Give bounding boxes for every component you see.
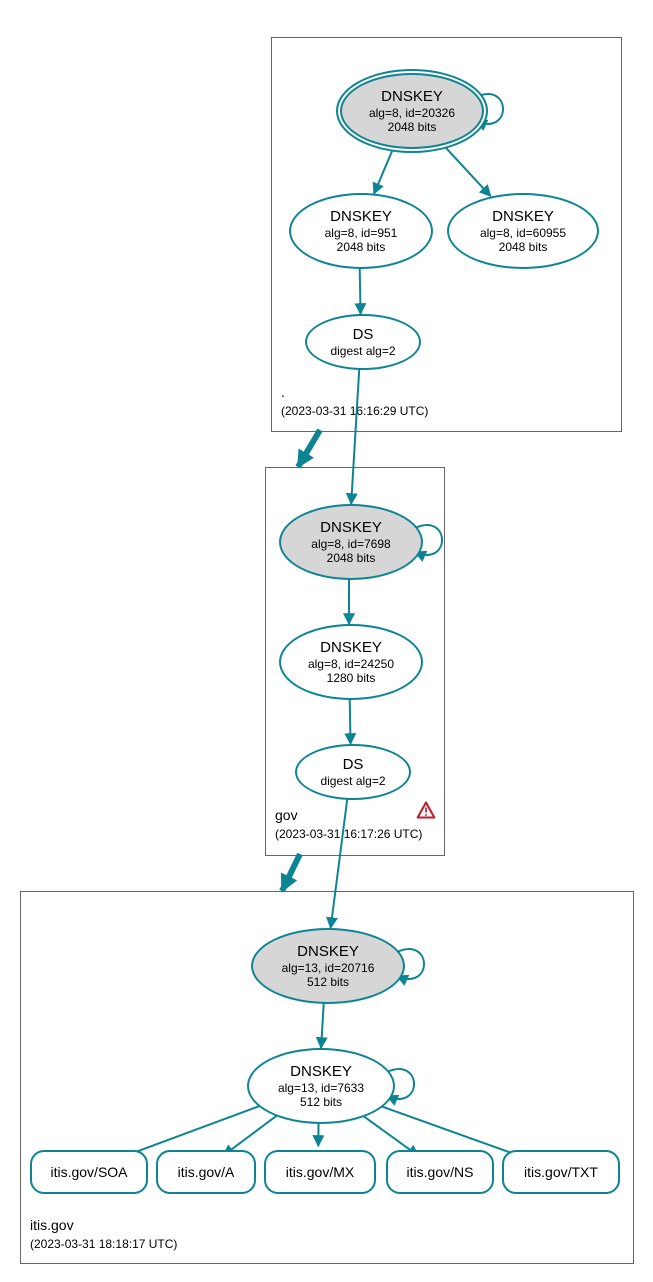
zone-arrow [282, 854, 300, 891]
node-sub: 1280 bits [327, 671, 376, 685]
node-title: DNSKEY [297, 943, 359, 961]
node-sub: 2048 bits [327, 551, 376, 565]
node-sub: alg=13, id=7633 [278, 1081, 364, 1095]
zone-arrow [298, 430, 320, 467]
node-sub: alg=8, id=951 [325, 226, 398, 240]
node-sub: alg=8, id=20326 [369, 106, 455, 120]
zone-leaf-timestamp: (2023-03-31 18:18:17 UTC) [30, 1237, 177, 1251]
node-rr_soa: itis.gov/SOA [30, 1150, 148, 1194]
node-rr_mx: itis.gov/MX [264, 1150, 376, 1194]
warning-icon [416, 800, 436, 820]
node-sub: digest alg=2 [320, 774, 385, 788]
node-title: DNSKEY [330, 208, 392, 226]
node-title: DNSKEY [320, 639, 382, 657]
node-rr_a: itis.gov/A [156, 1150, 256, 1194]
node-root_zsk2: DNSKEYalg=8, id=609552048 bits [447, 193, 599, 269]
node-rr_txt: itis.gov/TXT [502, 1150, 620, 1194]
node-sub: alg=8, id=7698 [311, 537, 390, 551]
node-rr_ns: itis.gov/NS [386, 1150, 494, 1194]
node-title: DS [343, 756, 364, 774]
node-leaf_zsk: DNSKEYalg=13, id=7633512 bits [247, 1048, 395, 1124]
zone-gov-timestamp: (2023-03-31 16:17:26 UTC) [275, 827, 422, 841]
node-root_zsk1: DNSKEYalg=8, id=9512048 bits [289, 193, 433, 269]
node-sub: alg=8, id=24250 [308, 657, 394, 671]
node-gov_ksk: DNSKEYalg=8, id=76982048 bits [279, 504, 423, 580]
zone-root-timestamp: (2023-03-31 16:16:29 UTC) [281, 404, 428, 418]
node-sub: 2048 bits [499, 240, 548, 254]
node-sub: 512 bits [307, 975, 349, 989]
zone-leaf-label: itis.gov [30, 1217, 74, 1233]
zone-root-label: . [281, 384, 285, 400]
node-sub: 512 bits [300, 1095, 342, 1109]
node-sub: alg=13, id=20716 [282, 961, 375, 975]
node-sub: 2048 bits [337, 240, 386, 254]
node-title: DS [353, 326, 374, 344]
node-title: DNSKEY [320, 519, 382, 537]
node-title: DNSKEY [492, 208, 554, 226]
node-sub: digest alg=2 [330, 344, 395, 358]
node-title: DNSKEY [381, 88, 443, 106]
node-gov_zsk: DNSKEYalg=8, id=242501280 bits [279, 624, 423, 700]
node-root_ksk: DNSKEYalg=8, id=203262048 bits [340, 73, 484, 149]
zone-gov-label: gov [275, 807, 298, 823]
node-root_ds: DSdigest alg=2 [305, 314, 421, 370]
node-gov_ds: DSdigest alg=2 [295, 744, 411, 800]
node-sub: alg=8, id=60955 [480, 226, 566, 240]
node-title: DNSKEY [290, 1063, 352, 1081]
node-sub: 2048 bits [388, 120, 437, 134]
node-leaf_ksk: DNSKEYalg=13, id=20716512 bits [251, 928, 405, 1004]
